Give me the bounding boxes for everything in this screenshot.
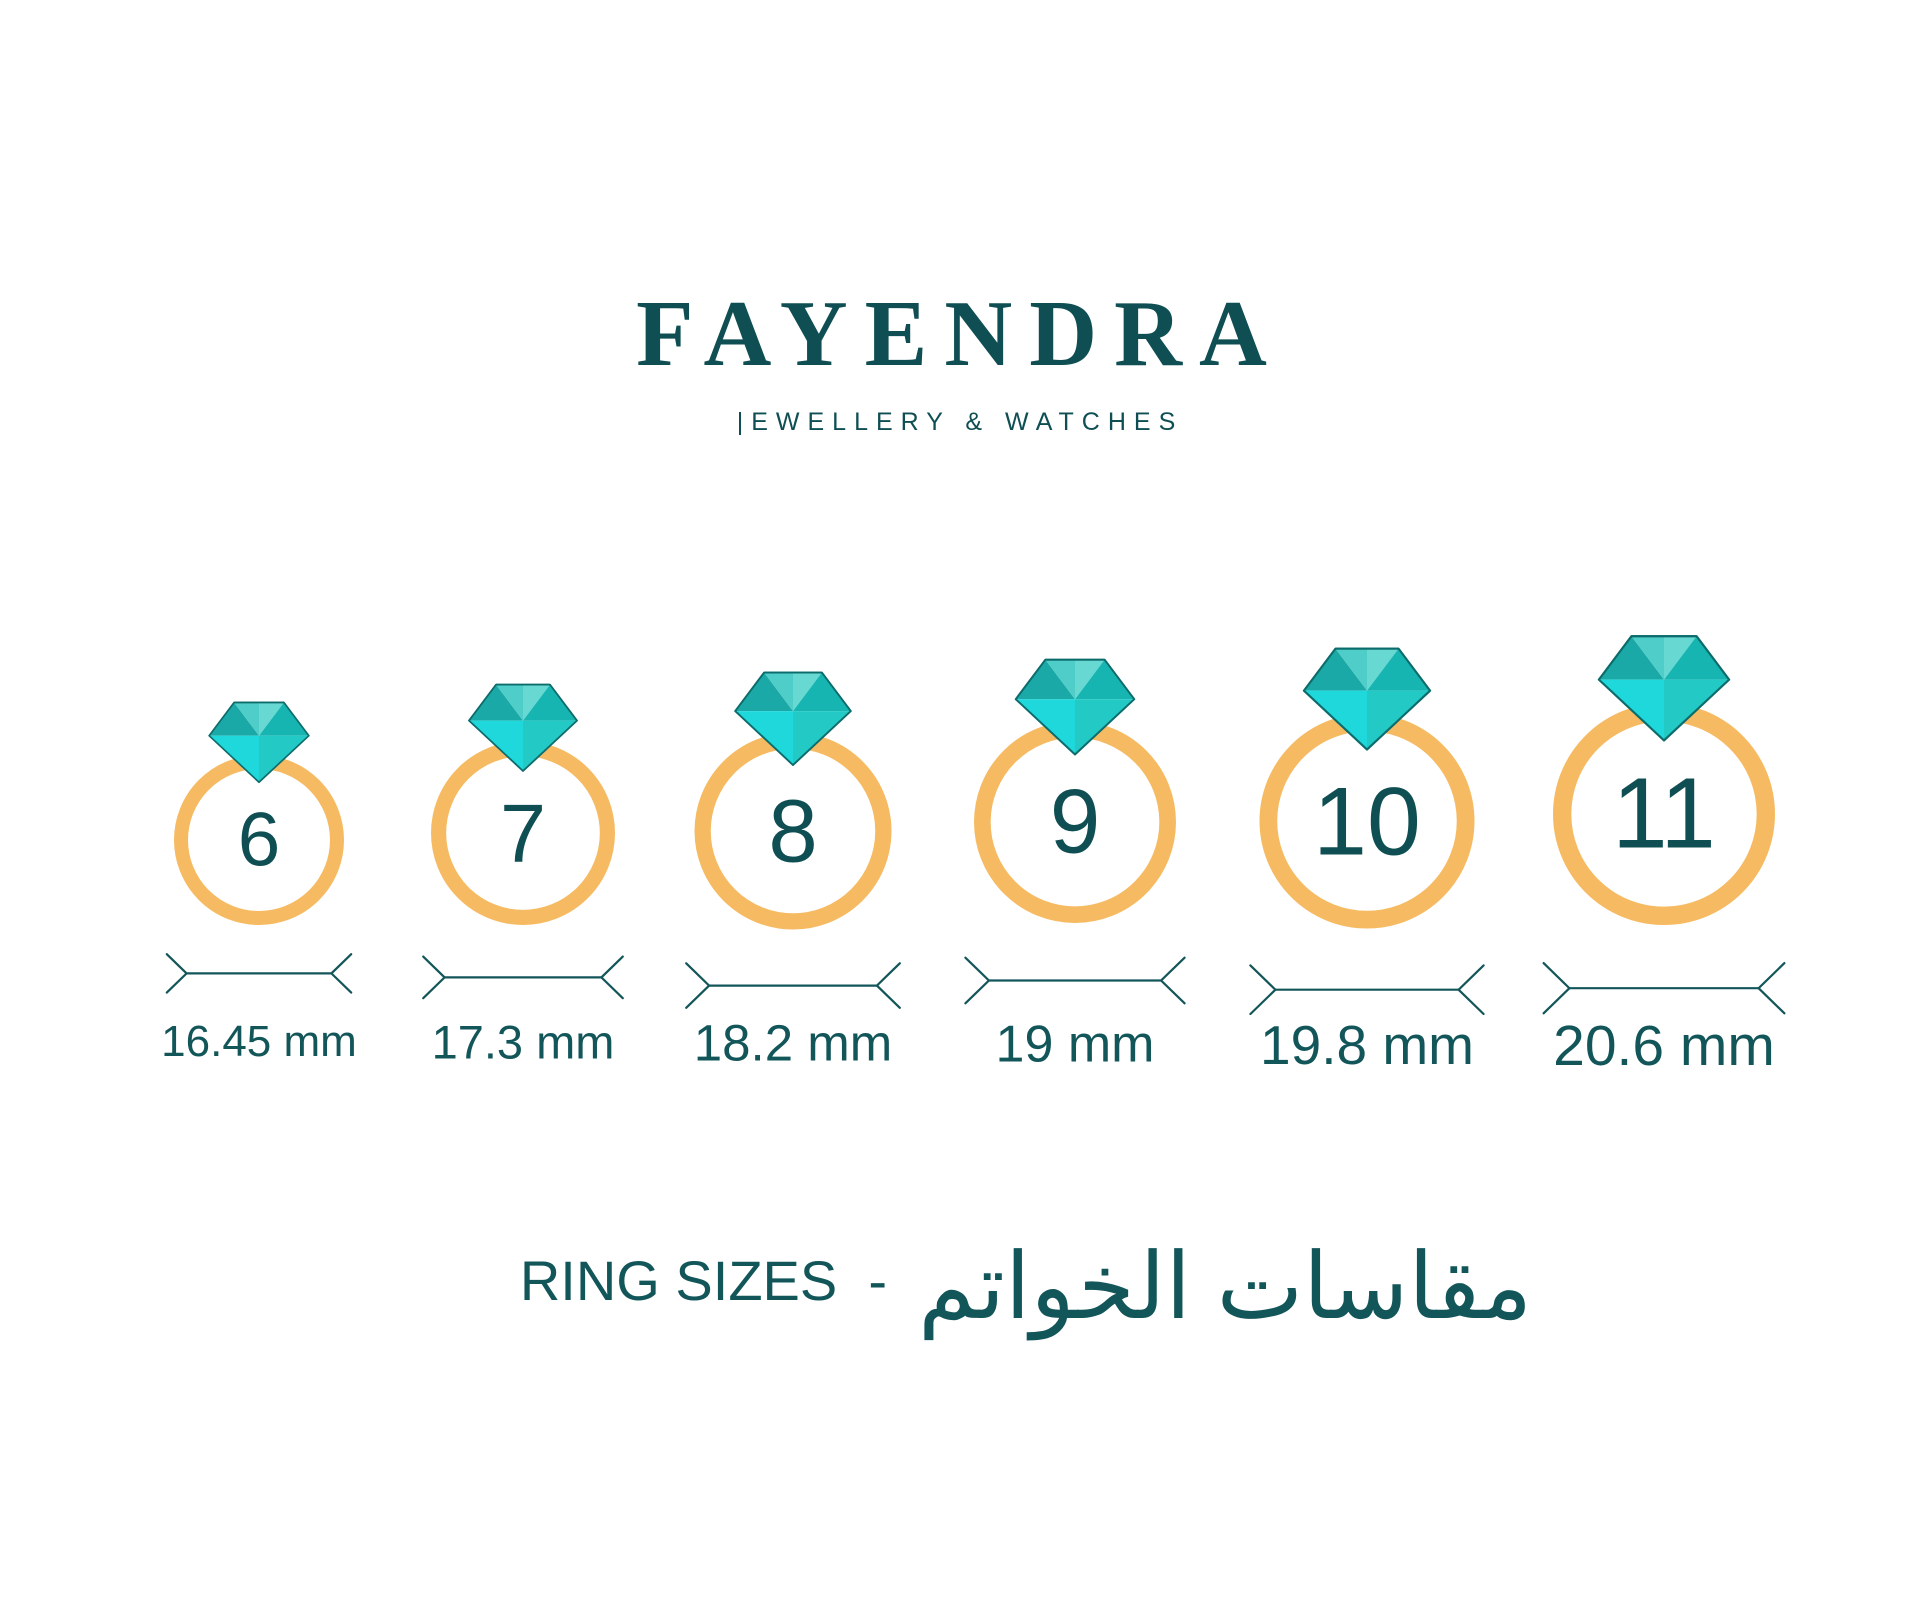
svg-text:9: 9 xyxy=(1050,772,1101,873)
svg-text:16.45 mm: 16.45 mm xyxy=(161,1017,357,1066)
svg-text:7: 7 xyxy=(500,787,546,880)
svg-text:20.6 mm: 20.6 mm xyxy=(1553,1014,1775,1078)
svg-text:11: 11 xyxy=(1612,759,1716,870)
svg-text:10: 10 xyxy=(1313,767,1421,876)
svg-text:19 mm: 19 mm xyxy=(996,1016,1155,1074)
svg-text:17.3 mm: 17.3 mm xyxy=(432,1015,615,1068)
svg-text:18.2 mm: 18.2 mm xyxy=(694,1015,892,1072)
svg-text:8: 8 xyxy=(768,782,817,881)
svg-text:6: 6 xyxy=(238,798,281,883)
svg-text:19.8 mm: 19.8 mm xyxy=(1260,1014,1474,1076)
